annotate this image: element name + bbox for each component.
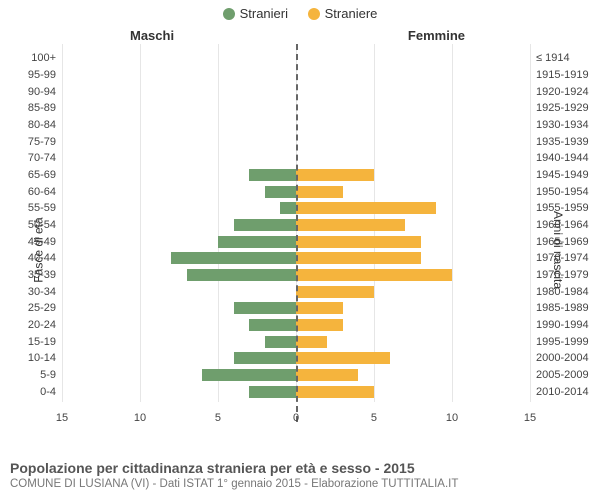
bar-male: [265, 336, 296, 348]
bar-female: [296, 169, 374, 181]
age-label: 40-44: [28, 252, 56, 264]
xtick-label: 0: [293, 412, 299, 424]
year-label: 1965-1969: [536, 236, 589, 248]
year-label: 1950-1954: [536, 186, 589, 198]
bar-female: [296, 219, 405, 231]
year-label: 2005-2009: [536, 369, 589, 381]
age-label: 75-79: [28, 136, 56, 148]
year-label: 2010-2014: [536, 386, 589, 398]
bar-male: [218, 236, 296, 248]
bar-male: [249, 169, 296, 181]
year-label: 1920-1924: [536, 86, 589, 98]
bar-male: [249, 319, 296, 331]
bar-female: [296, 336, 327, 348]
bar-female: [296, 369, 358, 381]
bar-female: [296, 302, 343, 314]
age-label: 30-34: [28, 286, 56, 298]
caption-title: Popolazione per cittadinanza straniera p…: [10, 460, 590, 476]
caption: Popolazione per cittadinanza straniera p…: [10, 460, 590, 490]
xtick-label: 10: [134, 412, 146, 424]
year-label: 1930-1934: [536, 119, 589, 131]
age-label: 100+: [31, 52, 56, 64]
age-label: 90-94: [28, 86, 56, 98]
legend-item-male: Stranieri: [223, 6, 288, 21]
age-label: 5-9: [40, 369, 56, 381]
year-label: 1985-1989: [536, 302, 589, 314]
year-label: ≤ 1914: [536, 52, 570, 64]
year-label: 1915-1919: [536, 69, 589, 81]
age-label: 45-49: [28, 236, 56, 248]
bar-female: [296, 236, 421, 248]
age-label: 35-39: [28, 269, 56, 281]
age-label: 80-84: [28, 119, 56, 131]
bar-male: [187, 269, 296, 281]
year-label: 1955-1959: [536, 202, 589, 214]
bar-male: [234, 302, 296, 314]
year-label: 1935-1939: [536, 136, 589, 148]
age-label: 95-99: [28, 69, 56, 81]
age-label: 50-54: [28, 219, 56, 231]
bar-female: [296, 186, 343, 198]
age-label: 0-4: [40, 386, 56, 398]
age-label: 10-14: [28, 352, 56, 364]
year-label: 1970-1974: [536, 252, 589, 264]
legend-label-male: Stranieri: [240, 6, 288, 21]
bar-male: [249, 386, 296, 398]
bar-female: [296, 286, 374, 298]
xtick-label: 5: [215, 412, 221, 424]
legend: Stranieri Straniere: [0, 0, 600, 23]
bar-female: [296, 352, 390, 364]
bar-male: [280, 202, 296, 214]
age-label: 15-19: [28, 336, 56, 348]
bar-male: [202, 369, 296, 381]
bar-female: [296, 386, 374, 398]
bar-female: [296, 252, 421, 264]
bar-female: [296, 319, 343, 331]
header-female: Femmine: [408, 28, 465, 43]
bar-male: [234, 352, 296, 364]
year-label: 1925-1929: [536, 102, 589, 114]
year-label: 1945-1949: [536, 169, 589, 181]
legend-swatch-female: [308, 8, 320, 20]
centerline: [296, 44, 298, 422]
bar-male: [234, 219, 296, 231]
plot-area: 100+≤ 191495-991915-191990-941920-192485…: [62, 44, 530, 422]
year-label: 1940-1944: [536, 152, 589, 164]
header-male: Maschi: [130, 28, 174, 43]
year-label: 1975-1979: [536, 269, 589, 281]
legend-swatch-male: [223, 8, 235, 20]
xaxis: 15105051015: [62, 402, 530, 422]
bar-female: [296, 202, 436, 214]
bar-male: [265, 186, 296, 198]
xtick-label: 15: [524, 412, 536, 424]
age-label: 25-29: [28, 302, 56, 314]
legend-item-female: Straniere: [308, 6, 378, 21]
year-label: 1980-1984: [536, 286, 589, 298]
xgrid-line: [530, 44, 531, 402]
age-label: 65-69: [28, 169, 56, 181]
legend-label-female: Straniere: [325, 6, 378, 21]
age-label: 20-24: [28, 319, 56, 331]
bar-male: [171, 252, 296, 264]
bar-female: [296, 269, 452, 281]
age-label: 70-74: [28, 152, 56, 164]
age-label: 55-59: [28, 202, 56, 214]
xtick-label: 5: [371, 412, 377, 424]
age-label: 60-64: [28, 186, 56, 198]
year-label: 2000-2004: [536, 352, 589, 364]
xtick-label: 15: [56, 412, 68, 424]
age-label: 85-89: [28, 102, 56, 114]
year-label: 1960-1964: [536, 219, 589, 231]
year-label: 1995-1999: [536, 336, 589, 348]
year-label: 1990-1994: [536, 319, 589, 331]
xtick-label: 10: [446, 412, 458, 424]
chart-container: Stranieri Straniere Maschi Femmine Fasce…: [0, 0, 600, 500]
caption-subtitle: COMUNE DI LUSIANA (VI) - Dati ISTAT 1° g…: [10, 478, 590, 490]
